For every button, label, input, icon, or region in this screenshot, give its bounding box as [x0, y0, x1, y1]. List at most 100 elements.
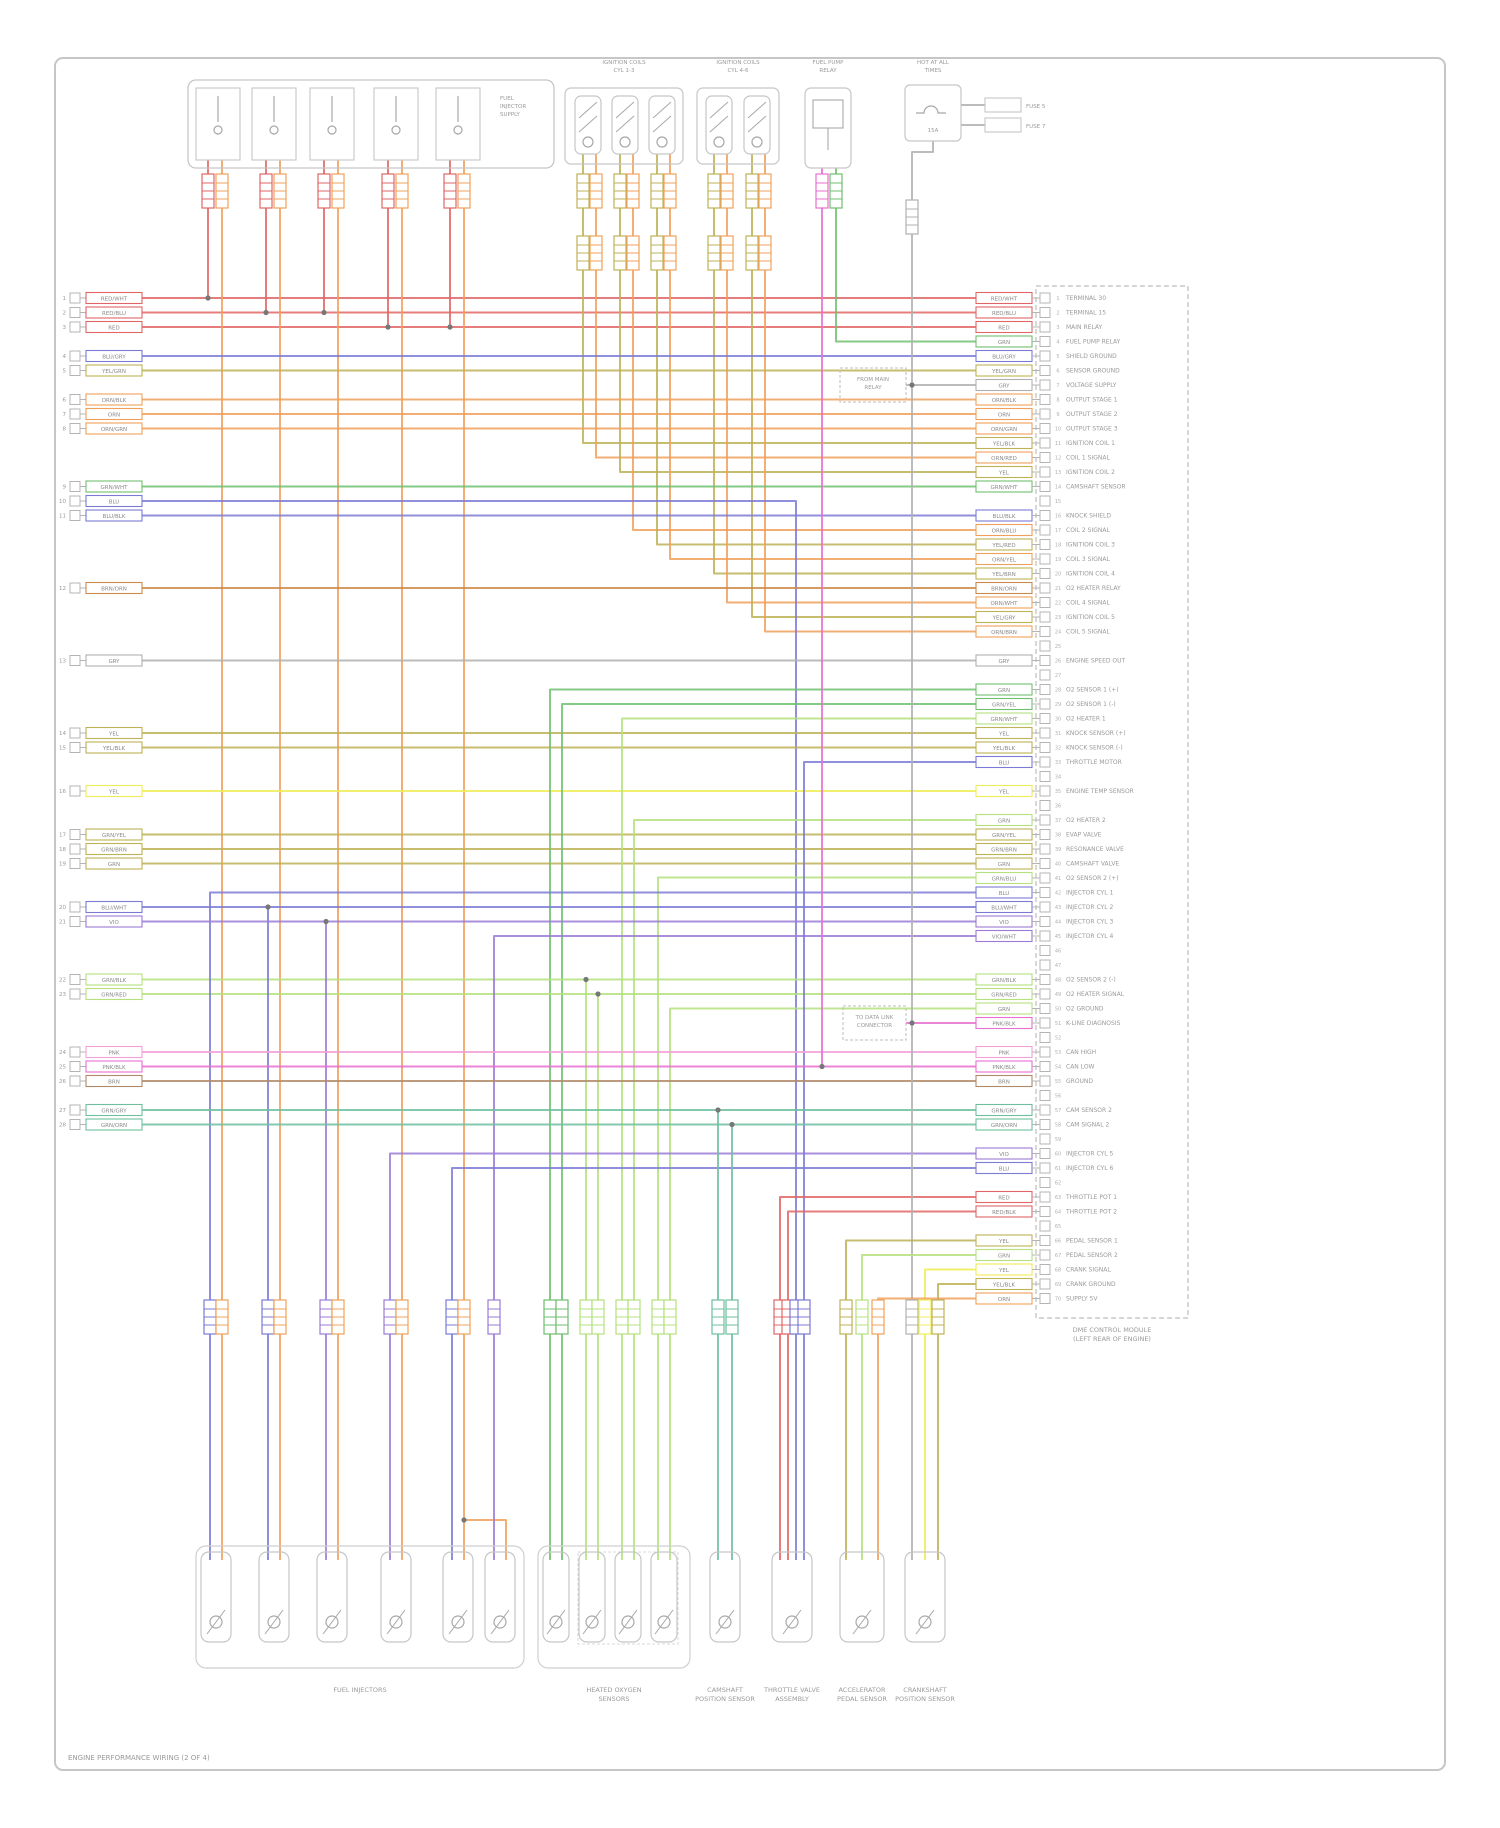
- component-label: ASSEMBLY: [775, 1695, 809, 1703]
- junction-dot: [263, 309, 269, 316]
- ecm-wire-code: ORN: [998, 413, 1010, 419]
- left-wire-code-box: [85, 1118, 143, 1131]
- ecm-pin: [1039, 945, 1051, 956]
- ecm-pin: [1039, 466, 1051, 478]
- left-pin-square: [69, 655, 81, 666]
- left-wire-code-box: [85, 393, 143, 406]
- ecm-wire-code: GRN/YEL: [992, 703, 1017, 709]
- ecm-wire-code: GRN: [998, 688, 1010, 694]
- supply-connector-box: [251, 87, 297, 161]
- wire-ltgreen: [669, 1007, 976, 1560]
- left-pin-number: 9: [63, 485, 67, 491]
- coil-hatch: [615, 115, 635, 133]
- connector-terminal-slash: [206, 1609, 226, 1635]
- note-box: [842, 1005, 907, 1041]
- left-pin-square: [69, 321, 81, 333]
- ecm-pin-number: 32: [1055, 746, 1061, 752]
- wire-blue: [209, 891, 976, 1560]
- left-wire-code-box: [85, 509, 143, 522]
- injector-supply-label: SUPPLY: [500, 112, 520, 118]
- fuse-rating-label: 15A: [928, 128, 939, 134]
- ecm-pin: [1039, 1278, 1051, 1290]
- ecm-pin-number: 3: [1056, 325, 1059, 331]
- component-label: POSITION SENSOR: [895, 1695, 955, 1703]
- connector-symbol: [316, 1551, 348, 1643]
- wire-violet: [389, 1152, 976, 1560]
- ecm-pin-number: 21: [1055, 586, 1061, 592]
- ecm-pin: [1039, 916, 1051, 927]
- ecm-pin-label: COIL 3 SIGNAL: [1066, 556, 1110, 563]
- ecm-pin: [1039, 611, 1051, 623]
- wire-orange: [632, 154, 976, 531]
- left-pin-square: [69, 1046, 81, 1058]
- ecm-pin: [1039, 365, 1051, 376]
- ecm-pin: [1039, 785, 1051, 797]
- ecm-pin-number: 43: [1055, 905, 1061, 911]
- connector-pin-circle: [269, 125, 279, 135]
- ecm-pin-number: 68: [1055, 1268, 1061, 1274]
- ecm-pin-label: CAMSHAFT SENSOR: [1066, 484, 1126, 491]
- left-wire-code-box: [85, 741, 143, 754]
- wire-olive: [937, 1283, 976, 1560]
- ecm-pin: [1039, 626, 1051, 637]
- ecm-pin-number: 10: [1055, 427, 1061, 433]
- left-pin-number: 1: [63, 296, 67, 302]
- connector-symbol: [258, 1551, 290, 1643]
- ignition-coil-group-2: [696, 87, 780, 165]
- ecm-pin: [1039, 858, 1051, 869]
- ecm-pin-number: 18: [1055, 543, 1061, 549]
- ecm-pin: [1039, 887, 1051, 898]
- ecm-pin-label: O2 HEATER RELAY: [1066, 585, 1121, 592]
- ecm-pin: [1039, 1249, 1051, 1261]
- ecm-pin-number: 8: [1056, 398, 1059, 404]
- ecm-pin-label: THROTTLE POT 1: [1065, 1194, 1117, 1201]
- ecm-pin-label: INJECTOR CYL 2: [1066, 904, 1113, 911]
- connector-terminal-circle: [389, 1615, 403, 1629]
- ecm-pin-number: 50: [1055, 1007, 1061, 1013]
- ecm-pin-label: KNOCK SENSOR (+): [1066, 730, 1126, 737]
- left-pin-number: 13: [59, 659, 66, 665]
- connector-terminal-circle: [451, 1615, 465, 1629]
- ecm-pin-label: KNOCK SHIELD: [1066, 513, 1111, 520]
- ecm-wire-code: GRN: [998, 1007, 1010, 1013]
- ecm-wire-code: YEL: [998, 471, 1010, 477]
- ecm-pin: [1039, 1133, 1051, 1145]
- ecm-pin-number: 7: [1056, 383, 1059, 389]
- ecm-pin-number: 47: [1055, 963, 1061, 969]
- ecm-wire-code: GRN/YEL: [992, 833, 1017, 839]
- left-wire-code-box: [85, 1103, 143, 1117]
- left-wire-code-box: [85, 291, 143, 305]
- supply-connector-box: [309, 87, 355, 161]
- ecm-pin: [1039, 655, 1051, 666]
- component-label: CRANKSHAFT: [903, 1686, 946, 1694]
- ecm-pin-number: 66: [1055, 1239, 1061, 1245]
- connector-terminal-circle: [718, 1615, 732, 1629]
- ecm-pin: [1039, 307, 1051, 318]
- ecm-wire-code: BLU/WHT: [991, 906, 1017, 912]
- ecm-pin-number: 39: [1055, 847, 1061, 853]
- connector-terminal-slash: [322, 1609, 342, 1635]
- connector-pin-circle: [213, 125, 223, 135]
- ecm-pin-label: CRANK GROUND: [1066, 1281, 1116, 1288]
- connector-terminal-slash: [490, 1609, 510, 1635]
- left-pin-square: [69, 582, 81, 594]
- ecm-pin: [1039, 684, 1051, 695]
- ecm-wire-code: ORN/BRN: [991, 630, 1017, 636]
- ecm-pin-number: 23: [1055, 615, 1061, 621]
- left-pin-square: [69, 495, 81, 507]
- footer-text: ENGINE PERFORMANCE WIRING (2 OF 4): [68, 1754, 210, 1762]
- ecm-pin-label: IGNITION COIL 2: [1066, 469, 1115, 476]
- coil-hatch: [747, 115, 767, 133]
- relay-symbol: [812, 99, 844, 129]
- wire-green: [549, 688, 976, 1560]
- ecm-pin: [1039, 379, 1051, 391]
- ecm-wire-code: GRN: [998, 862, 1010, 868]
- ecm-pin-label: ENGINE TEMP SENSOR: [1066, 788, 1134, 795]
- left-wire-code: GRN/BLK: [102, 978, 127, 984]
- left-wire-code-box: [85, 364, 143, 377]
- ecm-pin-label: SHIELD GROUND: [1066, 353, 1117, 360]
- connector-terminal-slash: [582, 1609, 602, 1635]
- ecm-pin-number: 53: [1055, 1050, 1061, 1056]
- ecm-pin-number: 59: [1055, 1137, 1061, 1143]
